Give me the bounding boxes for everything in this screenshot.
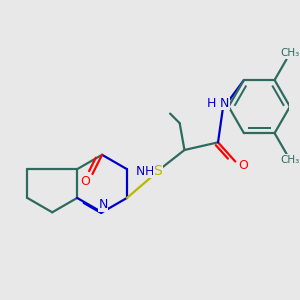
Text: H: H — [207, 97, 216, 110]
Text: O: O — [80, 175, 90, 188]
Text: S: S — [153, 164, 162, 178]
Text: N: N — [136, 165, 145, 178]
Text: CH₃: CH₃ — [280, 155, 299, 165]
Text: CH₃: CH₃ — [280, 49, 299, 58]
Text: N: N — [98, 198, 108, 211]
Text: N: N — [220, 97, 230, 110]
Text: O: O — [238, 159, 248, 172]
Text: H: H — [144, 165, 154, 178]
